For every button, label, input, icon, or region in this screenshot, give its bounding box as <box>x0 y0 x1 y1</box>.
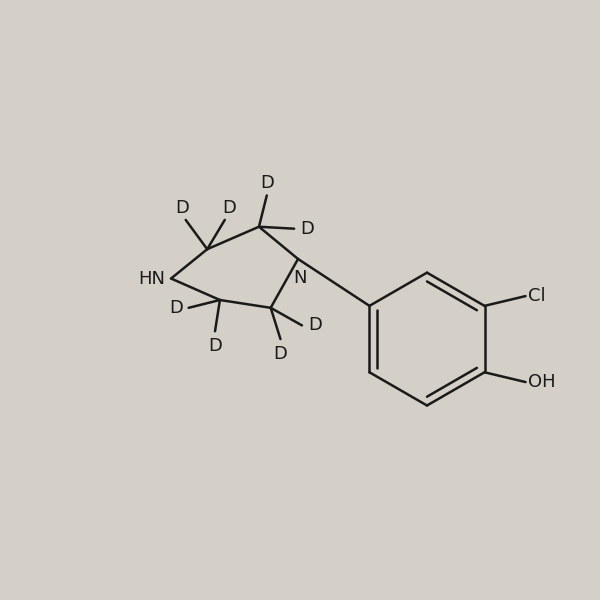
Text: D: D <box>300 220 314 238</box>
Text: D: D <box>175 199 189 217</box>
Text: D: D <box>260 173 274 191</box>
Text: HN: HN <box>138 269 165 287</box>
Text: N: N <box>293 269 307 287</box>
Text: D: D <box>222 199 236 217</box>
Text: OH: OH <box>529 373 556 391</box>
Text: D: D <box>169 299 183 317</box>
Text: D: D <box>208 337 222 355</box>
Text: D: D <box>308 316 322 334</box>
Text: Cl: Cl <box>529 287 546 305</box>
Text: D: D <box>274 345 287 363</box>
